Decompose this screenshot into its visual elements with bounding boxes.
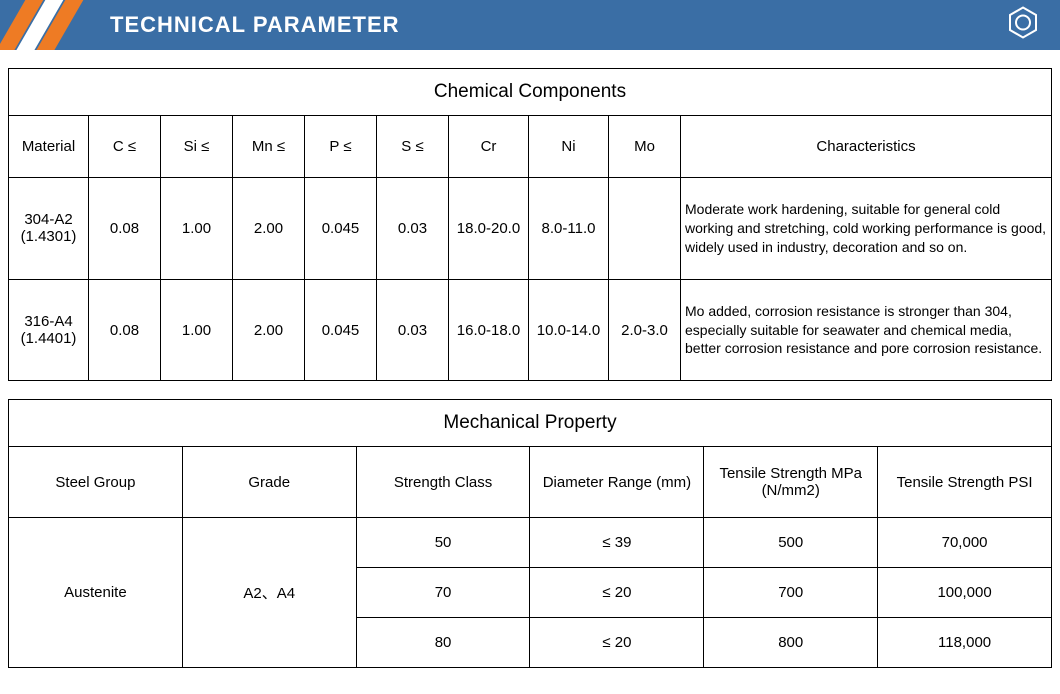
cell-material: 316-A4 (1.4401) [9, 279, 89, 381]
chemical-title: Chemical Components [9, 69, 1052, 116]
cell-mpa: 500 [704, 518, 878, 568]
cell-diam: ≤ 20 [530, 568, 704, 618]
cell-class: 70 [356, 568, 530, 618]
header-stripes [0, 0, 90, 50]
col-cr: Cr [449, 116, 529, 178]
cell-mo: 2.0-3.0 [609, 279, 681, 381]
col-material: Material [9, 116, 89, 178]
header-bar: TECHNICAL PARAMETER [0, 0, 1060, 50]
table-row: 304-A2 (1.4301) 0.08 1.00 2.00 0.045 0.0… [9, 178, 1052, 280]
col-p: P ≤ [305, 116, 377, 178]
cell-mn: 2.00 [233, 279, 305, 381]
chemical-table: Chemical Components Material C ≤ Si ≤ Mn… [8, 68, 1052, 381]
cell-mpa: 800 [704, 618, 878, 668]
cell-mpa: 700 [704, 568, 878, 618]
cell-mo [609, 178, 681, 280]
cell-psi: 70,000 [878, 518, 1052, 568]
col-psi: Tensile Strength PSI [878, 447, 1052, 518]
cell-c: 0.08 [89, 279, 161, 381]
col-mn: Mn ≤ [233, 116, 305, 178]
mechanical-section: Mechanical Property Steel Group Grade St… [8, 399, 1052, 668]
mechanical-title-row: Mechanical Property [9, 400, 1052, 447]
mechanical-table: Mechanical Property Steel Group Grade St… [8, 399, 1052, 668]
cell-p: 0.045 [305, 279, 377, 381]
cell-cr: 18.0-20.0 [449, 178, 529, 280]
table-row: Austenite A2、A4 50 ≤ 39 500 70,000 [9, 518, 1052, 568]
cell-material: 304-A2 (1.4301) [9, 178, 89, 280]
mechanical-title: Mechanical Property [9, 400, 1052, 447]
chemical-header-row: Material C ≤ Si ≤ Mn ≤ P ≤ S ≤ Cr Ni Mo … [9, 116, 1052, 178]
cell-ni: 10.0-14.0 [529, 279, 609, 381]
cell-grade: A2、A4 [182, 518, 356, 668]
cell-cr: 16.0-18.0 [449, 279, 529, 381]
cell-char: Mo added, corrosion resistance is strong… [681, 279, 1052, 381]
cell-diam: ≤ 39 [530, 518, 704, 568]
col-diam: Diameter Range (mm) [530, 447, 704, 518]
cell-p: 0.045 [305, 178, 377, 280]
cell-class: 80 [356, 618, 530, 668]
col-si: Si ≤ [161, 116, 233, 178]
cell-psi: 100,000 [878, 568, 1052, 618]
col-s: S ≤ [377, 116, 449, 178]
col-mpa: Tensile Strength MPa (N/mm2) [704, 447, 878, 518]
cell-mn: 2.00 [233, 178, 305, 280]
chemical-section: Chemical Components Material C ≤ Si ≤ Mn… [8, 68, 1052, 381]
chemical-title-row: Chemical Components [9, 69, 1052, 116]
cell-s: 0.03 [377, 279, 449, 381]
col-ni: Ni [529, 116, 609, 178]
cell-si: 1.00 [161, 178, 233, 280]
cell-group: Austenite [9, 518, 183, 668]
col-mo: Mo [609, 116, 681, 178]
col-group: Steel Group [9, 447, 183, 518]
cell-char: Moderate work hardening, suitable for ge… [681, 178, 1052, 280]
cell-diam: ≤ 20 [530, 618, 704, 668]
cell-c: 0.08 [89, 178, 161, 280]
cell-si: 1.00 [161, 279, 233, 381]
col-class: Strength Class [356, 447, 530, 518]
cell-s: 0.03 [377, 178, 449, 280]
cell-ni: 8.0-11.0 [529, 178, 609, 280]
col-grade: Grade [182, 447, 356, 518]
cell-class: 50 [356, 518, 530, 568]
col-c: C ≤ [89, 116, 161, 178]
hexagon-nut-icon [1006, 6, 1040, 45]
table-row: 316-A4 (1.4401) 0.08 1.00 2.00 0.045 0.0… [9, 279, 1052, 381]
header-title: TECHNICAL PARAMETER [110, 12, 400, 38]
col-char: Characteristics [681, 116, 1052, 178]
mechanical-header-row: Steel Group Grade Strength Class Diamete… [9, 447, 1052, 518]
cell-psi: 118,000 [878, 618, 1052, 668]
